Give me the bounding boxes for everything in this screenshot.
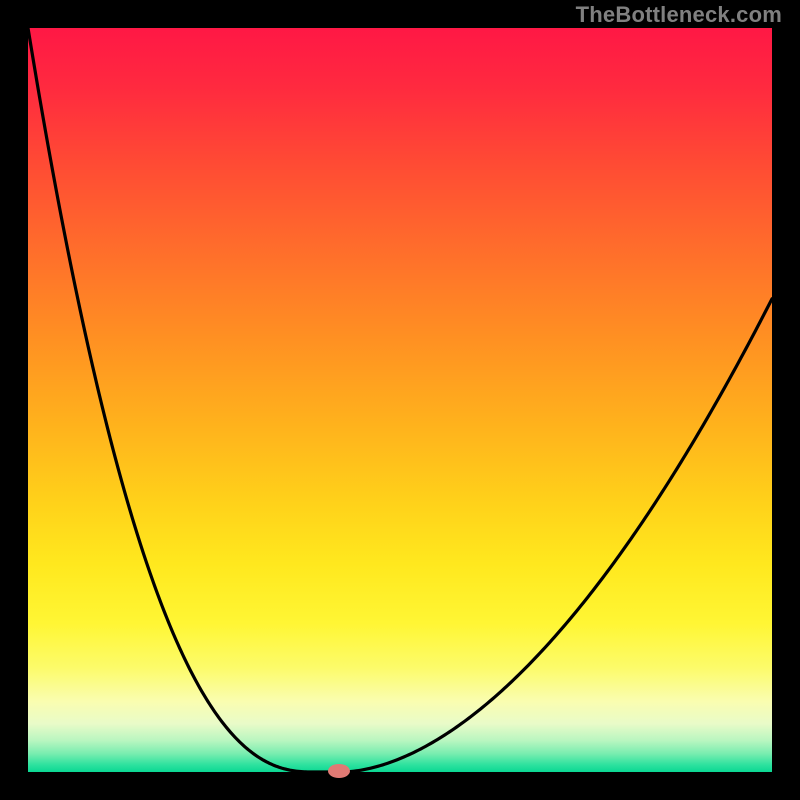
- chart-svg: [0, 0, 800, 800]
- gradient-plot-area: [28, 28, 772, 772]
- chart-frame: TheBottleneck.com: [0, 0, 800, 800]
- optimal-point-marker: [328, 764, 350, 778]
- watermark-text: TheBottleneck.com: [576, 2, 782, 28]
